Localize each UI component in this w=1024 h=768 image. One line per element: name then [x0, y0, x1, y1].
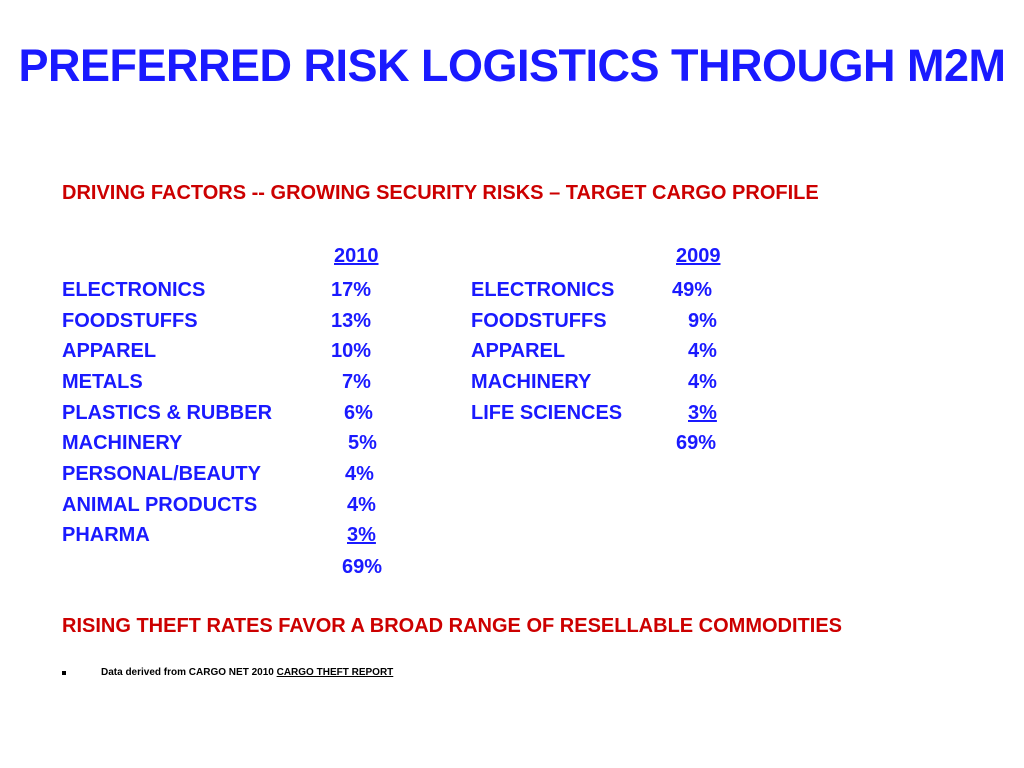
row-value: 4%: [688, 340, 717, 362]
header-2010: 2010: [334, 245, 379, 267]
total-2010: 69%: [342, 556, 383, 578]
row-value: 17%: [331, 279, 372, 301]
row-label: APPAREL: [62, 340, 157, 362]
row-label: ELECTRONICS: [62, 279, 206, 301]
row-label: FOODSTUFFS: [62, 310, 198, 332]
footnote-prefix: Data derived from CARGO NET 2010: [101, 667, 277, 678]
header-2009: 2009: [676, 245, 721, 267]
slide-subtitle: DRIVING FACTORS -- GROWING SECURITY RISK…: [62, 182, 819, 204]
row-value: 4%: [688, 371, 717, 393]
row-label: ELECTRONICS: [471, 279, 615, 301]
row-value: 9%: [688, 310, 717, 332]
row-label: PLASTICS & RUBBER: [62, 402, 273, 424]
row-label: FOODSTUFFS: [471, 310, 607, 332]
row-label: MACHINERY: [471, 371, 592, 393]
conclusion-text: RISING THEFT RATES FAVOR A BROAD RANGE O…: [62, 615, 843, 637]
row-label: ANIMAL PRODUCTS: [62, 494, 258, 516]
row-value: 5%: [348, 432, 377, 454]
row-label: LIFE SCIENCES: [471, 402, 623, 424]
row-value: 4%: [345, 463, 374, 485]
total-2009: 69%: [676, 432, 717, 454]
row-value: 4%: [347, 494, 376, 516]
footnote: Data derived from CARGO NET 2010 CARGO T…: [101, 667, 393, 678]
row-value: 6%: [344, 402, 373, 424]
row-value: 7%: [342, 371, 371, 393]
footnote-link: CARGO THEFT REPORT: [276, 667, 394, 678]
row-label: PERSONAL/BEAUTY: [62, 463, 261, 485]
row-label: METALS: [62, 371, 143, 393]
row-value: 3%: [347, 524, 376, 546]
row-value: 49%: [672, 279, 713, 301]
row-label: MACHINERY: [62, 432, 183, 454]
row-value: 10%: [331, 340, 372, 362]
bullet-icon: [62, 671, 66, 675]
slide-title: PREFERRED RISK LOGISTICS THROUGH M2M: [18, 40, 1006, 91]
row-label: PHARMA: [62, 524, 150, 546]
row-value: 3%: [688, 402, 717, 424]
row-label: APPAREL: [471, 340, 566, 362]
row-value: 13%: [331, 310, 372, 332]
